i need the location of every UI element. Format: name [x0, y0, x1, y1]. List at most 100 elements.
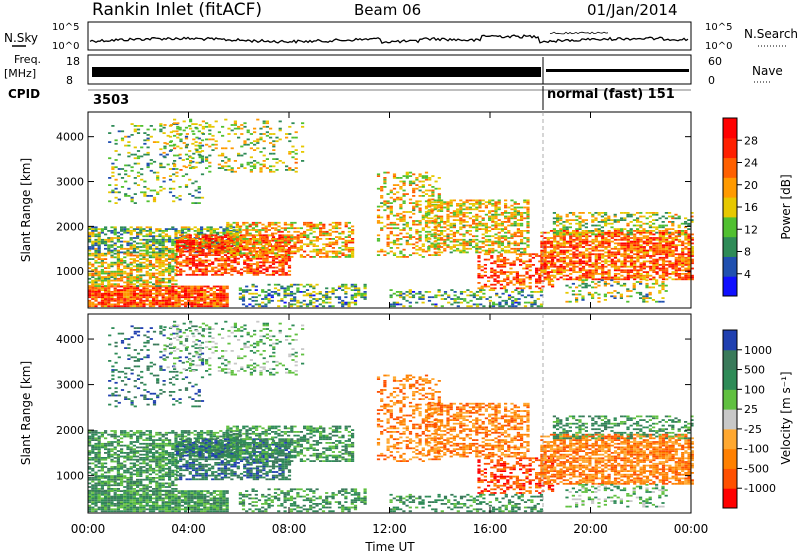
power-cell	[569, 258, 573, 261]
power-cell	[148, 274, 152, 277]
power-cell	[127, 144, 131, 147]
power-cell	[229, 236, 233, 238]
power-cell	[181, 175, 185, 177]
power-cell	[229, 227, 233, 230]
power-cell	[610, 235, 614, 238]
power-cell	[188, 245, 192, 247]
power-cell	[120, 305, 124, 308]
power-cell	[243, 270, 247, 273]
power-cell	[430, 233, 434, 236]
power-cell	[491, 289, 496, 291]
power-cell	[497, 242, 501, 245]
power-cell	[607, 264, 611, 266]
power-cell	[543, 260, 547, 263]
power-cell	[175, 196, 179, 199]
power-cell	[139, 267, 143, 269]
power-cell	[116, 269, 120, 271]
power-cell	[91, 247, 95, 250]
power-cell	[408, 292, 412, 295]
power-cell	[418, 200, 422, 203]
power-cell	[177, 231, 181, 234]
power-cell	[456, 238, 460, 241]
power-cell	[293, 247, 297, 249]
power-cell	[585, 240, 589, 243]
power-cell	[528, 255, 532, 257]
power-cell	[110, 238, 114, 241]
power-cell	[211, 270, 215, 273]
power-cell	[225, 301, 229, 304]
power-cell	[139, 228, 143, 230]
power-cell	[229, 250, 233, 253]
power-cell	[113, 256, 117, 259]
power-cell	[113, 276, 117, 278]
power-cell	[201, 270, 205, 273]
power-cell	[559, 251, 563, 254]
power-cell	[126, 289, 130, 291]
power-cell	[94, 281, 98, 284]
power-cell	[111, 125, 115, 127]
power-cell	[212, 291, 216, 293]
power-cell	[289, 303, 294, 306]
power-cell	[104, 272, 108, 275]
power-cell	[126, 291, 130, 293]
power-cell	[468, 224, 472, 227]
power-cell	[287, 264, 292, 267]
power-cell	[344, 254, 348, 256]
power-cell	[129, 276, 133, 278]
power-cell	[142, 281, 146, 284]
power-cell	[143, 186, 147, 188]
power-cell	[510, 217, 514, 220]
power-cell	[383, 202, 387, 204]
power-cell	[200, 173, 205, 176]
power-cell	[130, 198, 134, 201]
power-cell	[130, 123, 134, 125]
power-cell	[540, 244, 544, 247]
power-cell	[197, 137, 201, 140]
power-cell	[386, 238, 390, 240]
power-cell	[386, 236, 390, 238]
power-cell	[239, 252, 243, 255]
power-cell	[94, 270, 98, 273]
power-cell	[211, 273, 215, 276]
power-cell	[399, 220, 403, 222]
power-cell	[265, 122, 269, 125]
power-cell	[278, 129, 282, 132]
power-cell	[520, 215, 524, 218]
power-cell	[200, 291, 204, 293]
power-cell	[296, 291, 300, 293]
power-cell	[633, 260, 637, 263]
power-cell	[386, 205, 390, 208]
power-cell	[459, 233, 463, 236]
power-cell	[198, 243, 202, 246]
power-cell	[142, 261, 146, 264]
power-cell	[497, 251, 501, 254]
power-cell	[126, 240, 130, 243]
power-cell	[139, 291, 143, 293]
power-cell	[433, 247, 437, 250]
power-cell	[91, 276, 95, 278]
power-cell	[272, 145, 276, 148]
power-cell	[601, 240, 605, 243]
power-cell	[107, 252, 111, 255]
power-cell	[594, 253, 598, 256]
power-cell	[533, 299, 537, 302]
power-cell	[164, 270, 168, 273]
power-cell	[353, 294, 358, 297]
power-cell	[161, 238, 165, 241]
power-cell	[123, 230, 127, 232]
power-cell	[142, 279, 146, 282]
power-cell	[325, 252, 329, 255]
power-cell	[440, 251, 444, 254]
power-cell	[208, 161, 212, 164]
power-cell	[136, 281, 140, 284]
power-cell	[114, 142, 118, 145]
power-cell	[179, 263, 183, 265]
power-cell	[168, 258, 172, 260]
power-cell	[227, 133, 231, 135]
power-cell	[412, 195, 416, 197]
power-cell	[499, 273, 503, 275]
power-cell	[503, 264, 507, 266]
power-cell	[312, 294, 316, 297]
power-cell	[198, 264, 202, 267]
power-cell	[496, 258, 500, 261]
